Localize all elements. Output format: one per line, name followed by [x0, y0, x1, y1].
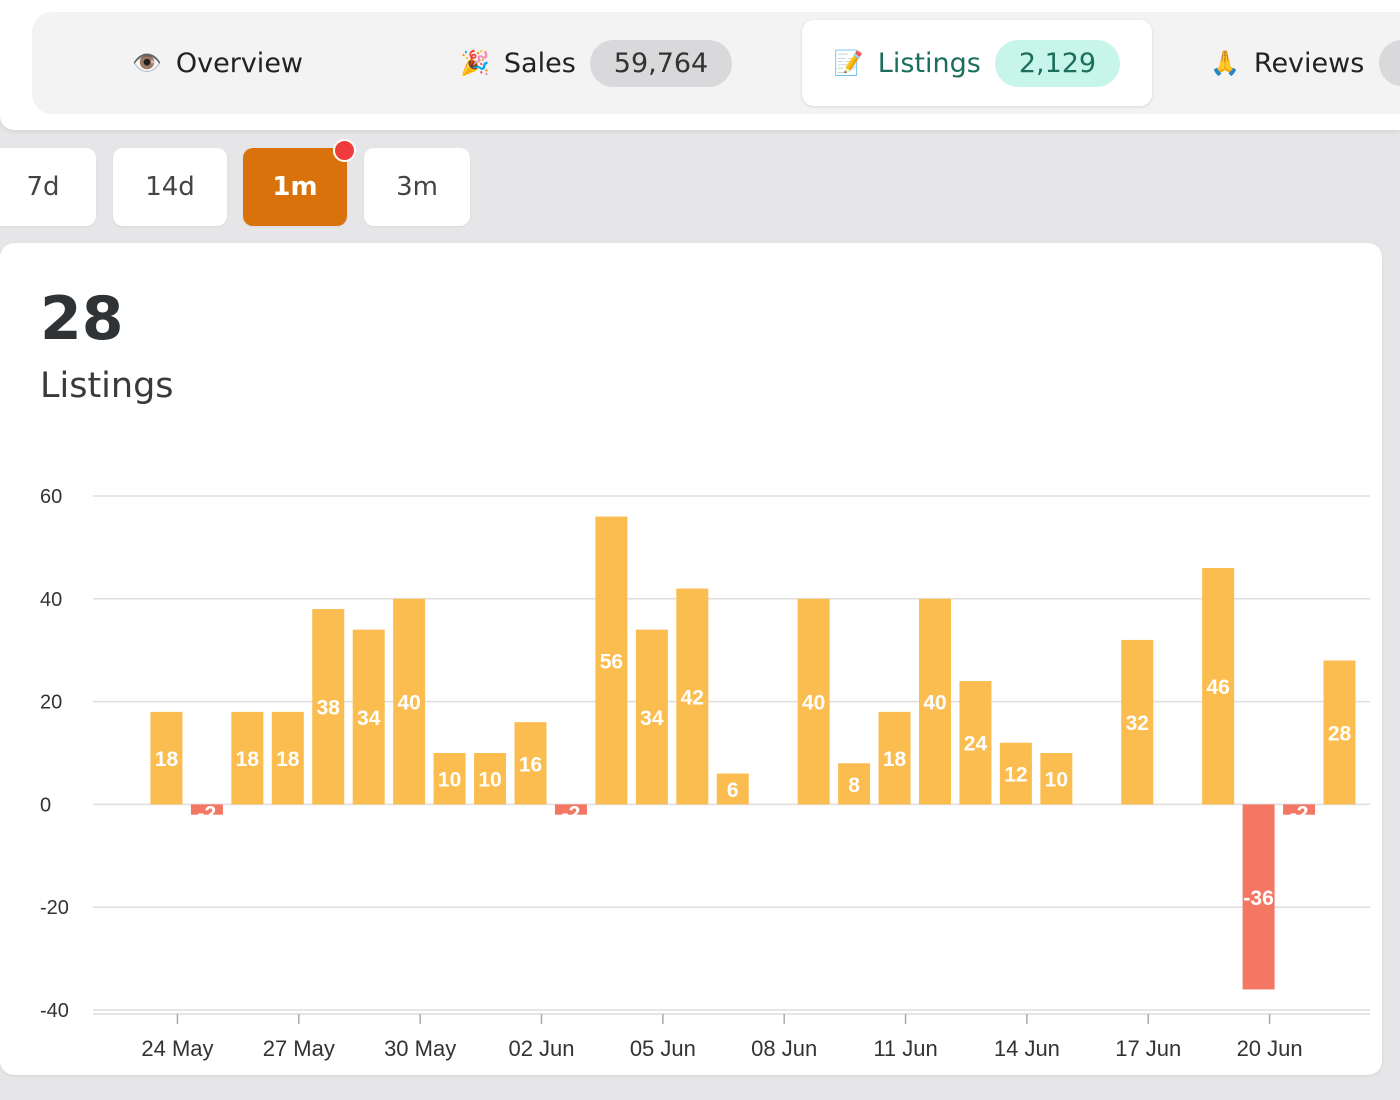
tab-sales[interactable]: 🎉 Sales 59,764: [460, 12, 733, 114]
bar-data-label: 40: [802, 692, 825, 715]
bar-data-label: 12: [1004, 764, 1027, 787]
listings-count-badge: 2,129: [994, 39, 1121, 87]
y-tick-label: 0: [40, 794, 51, 816]
x-tick-label: 05 Jun: [630, 1036, 696, 1061]
bar-data-label: 18: [155, 748, 179, 771]
y-tick-label: -40: [40, 1000, 69, 1022]
bar-data-label: 8: [848, 774, 860, 797]
summary-label: Listings: [40, 366, 174, 406]
bar: [595, 516, 628, 805]
bar: [393, 598, 426, 805]
bar: [1121, 639, 1154, 805]
bar: [352, 629, 385, 805]
x-tick-label: 02 Jun: [508, 1036, 574, 1061]
bar: [1040, 753, 1073, 805]
bar-data-label: -2: [198, 802, 217, 825]
x-tick-label: 27 May: [263, 1036, 335, 1061]
bar-data-label: 18: [276, 748, 300, 771]
reviews-count-badge: [1379, 40, 1400, 86]
tab-reviews-label: Reviews: [1253, 47, 1365, 79]
bar-data-label: 6: [727, 779, 739, 802]
tab-sales-label: Sales: [503, 47, 576, 79]
bar: [554, 804, 587, 815]
y-tick-label: -20: [40, 897, 69, 919]
bar-data-label: 18: [236, 748, 260, 771]
bar-data-label: 56: [600, 650, 623, 673]
x-tick-label: 14 Jun: [994, 1036, 1060, 1061]
bar: [797, 598, 830, 805]
bar-data-label: 10: [438, 769, 461, 792]
bar: [474, 753, 507, 805]
bar-data-label: -2: [562, 802, 581, 825]
tab-bar: 👁️ Overview 🎉 Sales 59,764 📝 Listings 2,…: [32, 12, 1400, 114]
bar-data-label: 10: [478, 769, 501, 792]
party-popper-icon: 🎉: [460, 49, 490, 77]
bar: [959, 681, 992, 805]
tab-reviews[interactable]: 🙏 Reviews: [1210, 12, 1364, 114]
x-tick-label: 30 May: [384, 1036, 456, 1061]
bar: [716, 773, 749, 805]
bar-data-label: 24: [964, 733, 988, 756]
memo-icon: 📝: [833, 49, 864, 77]
bar: [150, 711, 183, 805]
listings-bar-chart: 60 40 20 0 -20 -40 18 -2 18 18 38 34 40 10 10 16 -2 56 34 4…: [40, 486, 1370, 1061]
bar: [312, 609, 345, 805]
bar: [1202, 567, 1235, 805]
bar: [433, 753, 466, 805]
bar-data-label: 32: [1126, 712, 1149, 735]
x-tick-label: 11 Jun: [873, 1036, 937, 1061]
eye-icon: 👁️: [132, 49, 162, 77]
bar-data-label: 46: [1206, 676, 1229, 699]
x-tick-label: 20 Jun: [1237, 1036, 1303, 1061]
folded-hands-icon: 🙏: [1210, 49, 1240, 77]
x-tick-label: 08 Jun: [751, 1036, 817, 1061]
bar: [231, 711, 264, 805]
bar-data-label: 34: [640, 707, 664, 730]
bar: [635, 629, 668, 805]
y-tick-label: 60: [40, 486, 62, 508]
range-7d-button[interactable]: 7d: [0, 148, 96, 226]
bar-data-label: 10: [1045, 769, 1068, 792]
range-1m-button[interactable]: 1m: [243, 148, 347, 226]
range-3m-button[interactable]: 3m: [364, 148, 470, 226]
bar: [1242, 804, 1275, 990]
bar: [676, 588, 709, 805]
bar-data-label: 40: [923, 692, 946, 715]
y-tick-label: 40: [40, 589, 62, 611]
bar: [190, 804, 223, 815]
bar-data-label: 28: [1328, 722, 1352, 745]
bar-data-label: 42: [681, 686, 704, 709]
bar: [919, 598, 951, 805]
tab-listings-label: Listings: [877, 47, 981, 79]
bar-data-label: -2: [1290, 802, 1309, 825]
bar-data-label: 38: [317, 697, 341, 720]
y-tick-label: 20: [40, 692, 62, 714]
tab-listings[interactable]: 📝 Listings 2,129: [802, 20, 1152, 106]
bar: [514, 722, 547, 805]
bar-data-label: -36: [1243, 887, 1273, 910]
notification-dot: [333, 139, 356, 162]
bar: [878, 711, 911, 805]
bar-data-label: 40: [397, 692, 420, 715]
x-tick-label: 17 Jun: [1115, 1036, 1181, 1061]
summary-value: 28: [40, 284, 124, 354]
top-card: 👁️ Overview 🎉 Sales 59,764 📝 Listings 2,…: [0, 0, 1400, 130]
x-tick-label: 24 May: [141, 1036, 213, 1061]
bar: [1283, 804, 1316, 815]
bar: [1323, 660, 1356, 805]
bar-data-label: 16: [519, 753, 542, 776]
bar-data-label: 18: [883, 748, 907, 771]
bar-data-label: 34: [357, 707, 381, 730]
bar: [838, 763, 871, 805]
tab-overview[interactable]: 👁️ Overview: [132, 12, 303, 114]
bar: [999, 742, 1032, 805]
tab-overview-label: Overview: [175, 47, 304, 79]
range-14d-button[interactable]: 14d: [113, 148, 227, 226]
bar: [271, 711, 304, 805]
sales-count-badge: 59,764: [589, 39, 733, 87]
